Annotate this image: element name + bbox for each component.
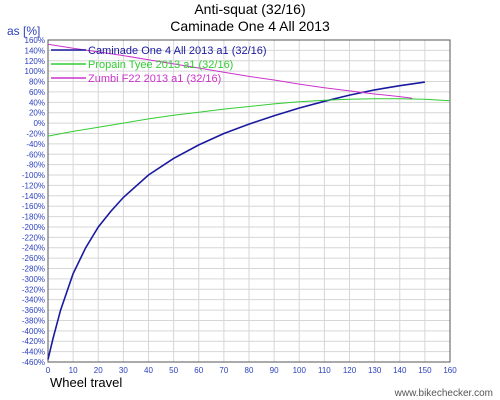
x-tick-label: 20 [94,366,103,375]
x-tick-label: 60 [194,366,203,375]
y-tick-label: -80% [26,161,45,170]
y-tick-label: -360% [22,306,45,315]
y-tick-label: -100% [22,171,45,180]
series-line-1 [47,81,426,360]
x-tick-label: 80 [245,366,254,375]
x-tick-label: 10 [69,366,78,375]
chart-subtitle: Caminade One 4 All 2013 [170,18,330,34]
chart-title: Anti-squat (32/16) [194,1,305,17]
y-tick-label: 20% [29,109,45,118]
y-tick-label: -40% [26,140,45,149]
x-axis-label: Wheel travel [50,375,122,390]
series-line-3 [47,43,413,99]
legend-entry-3: Zumbi F22 2013 a1 (32/16) [88,73,221,85]
y-tick-label: -280% [22,265,45,274]
series-lines [47,43,451,360]
x-tick-label: 90 [270,366,279,375]
credit-text: www.bikechecker.com [394,388,493,399]
y-tick-label: 40% [29,98,45,107]
y-tick-label: 160% [25,36,45,45]
y-tick-label: -240% [22,244,45,253]
y-tick-label: -140% [22,192,45,201]
x-tick-label: 0 [46,366,51,375]
y-tick-label: -380% [22,316,45,325]
legend-entry-2: Propain Tyee 2013 a1 (32/16) [88,59,233,71]
x-tick-label: 100 [293,366,307,375]
x-tick-label: 140 [393,366,407,375]
y-tick-label: 80% [29,78,45,87]
x-tick-label: 120 [343,366,357,375]
x-tick-label: 50 [169,366,178,375]
legend: Caminade One 4 All 2013 a1 (32/16) Propai… [51,45,267,85]
legend-entry-1: Caminade One 4 All 2013 a1 (32/16) [88,45,267,57]
series-line-2 [47,98,451,137]
y-tick-label: 120% [25,57,45,66]
grid [47,39,451,363]
y-axis-label: as [%] [7,24,40,38]
y-tick-label: -20% [26,129,45,138]
y-tick-label: -260% [22,254,45,263]
y-tick-label: -60% [26,150,45,159]
y-tick-label: 100% [25,67,45,76]
y-tick-label: -180% [22,213,45,222]
plot-frame [47,39,451,363]
y-tick-label: 60% [29,88,45,97]
x-tick-label: 40 [144,366,153,375]
y-tick-label: 140% [25,46,45,55]
y-tick-label: -320% [22,285,45,294]
y-tick-label: -400% [22,327,45,336]
x-tick-label: 110 [318,366,331,375]
y-tick-label: -420% [22,337,45,346]
y-tick-label: -340% [22,296,45,305]
y-tick-label: 0% [33,119,45,128]
y-tick-label: -160% [22,202,45,211]
x-tick-label: 70 [219,366,228,375]
y-tick-label: -440% [22,348,45,357]
x-tick-labels: 0 10 20 30 40 50 60 70 80 90 100 110 120 130 140 150 160 [46,366,457,375]
x-tick-label: 130 [368,366,382,375]
x-tick-label: 150 [418,366,432,375]
y-tick-label: -200% [22,223,45,232]
y-tick-label: -120% [22,181,45,190]
y-tick-label: -300% [22,275,45,284]
x-tick-label: 160 [443,366,457,375]
y-tick-labels: 160%140% 120%100% 80%60%40% 20%0%-20% -40%-6… [22,36,45,367]
y-tick-label: -460% [22,358,45,367]
x-tick-label: 30 [119,366,128,375]
y-tick-label: -220% [22,233,45,242]
